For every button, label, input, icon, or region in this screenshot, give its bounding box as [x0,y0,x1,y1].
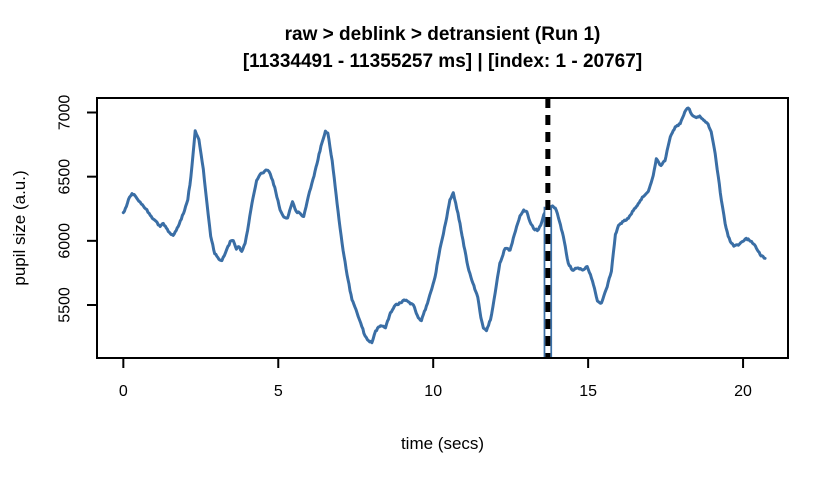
x-tick-label: 10 [424,383,442,400]
y-tick-label: 7000 [57,95,74,131]
plot-box [96,97,789,359]
x-axis-label: time (secs) [400,434,485,453]
y-tick-label: 5500 [57,287,74,323]
x-tick-label: 0 [119,383,128,400]
x-tick-label: 20 [734,383,752,400]
x-tick-label: 15 [579,383,597,400]
x-tick-label: 5 [274,383,283,400]
plot-subtitle: [11334491 - 11355257 ms] | [index: 1 - 2… [242,51,643,72]
pupil-size-trace [121,106,767,345]
plot-title: raw > deblink > detransient (Run 1) [284,24,601,45]
y-tick-label: 6000 [57,223,74,259]
y-tick-label: 6500 [57,159,74,195]
